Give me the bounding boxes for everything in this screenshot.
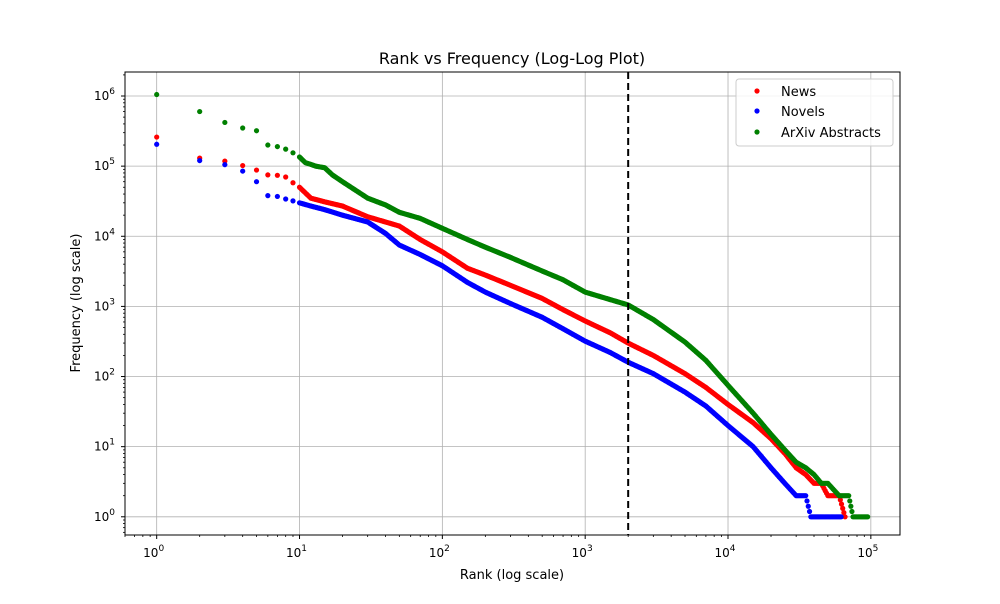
x-tick-label: 100 [143, 544, 164, 560]
data-point [253, 179, 260, 185]
legend-box [735, 78, 894, 147]
data-point [849, 508, 855, 515]
data-point [847, 498, 853, 504]
legend: News Novels ArXiv Abstracts [735, 78, 894, 147]
data-point [240, 168, 246, 174]
data-point [805, 503, 811, 509]
legend-label-novels: Novels [781, 105, 825, 120]
data-point [803, 493, 809, 499]
data-point [222, 119, 228, 126]
data-point [838, 514, 844, 520]
data-point [197, 157, 203, 164]
data-point [253, 167, 260, 173]
data-points [154, 91, 871, 520]
data-point [274, 193, 280, 200]
x-tick-label: 103 [572, 544, 593, 560]
data-point [265, 142, 271, 148]
x-tick-label: 102 [429, 544, 450, 560]
legend-marker-novels [754, 108, 760, 114]
series-news [154, 134, 848, 520]
data-point [842, 514, 848, 520]
chart-title: Rank vs Frequency (Log-Log Plot) [379, 49, 645, 68]
data-point [240, 125, 246, 131]
data-point [846, 493, 852, 499]
data-point [222, 158, 228, 164]
data-point [265, 193, 271, 199]
data-point [240, 162, 246, 169]
series-arxiv-abstracts [154, 91, 871, 520]
data-point [806, 508, 813, 515]
data-point [865, 514, 871, 520]
legend-marker-news [754, 88, 760, 94]
data-point [283, 146, 289, 152]
data-point [841, 509, 847, 516]
data-point [840, 505, 846, 511]
data-point [838, 501, 845, 507]
legend-label-arxiv: ArXiv Abstracts [781, 126, 881, 141]
data-point [290, 150, 296, 156]
axis-ticks: 100 101 102 103 104 105 100 101 102 103 104 105 106 [94, 74, 878, 560]
data-point [837, 497, 843, 503]
y-tick-label: 102 [94, 368, 115, 384]
x-axis-label: Rank (log scale) [460, 568, 564, 583]
data-point [154, 141, 160, 147]
data-point [804, 498, 810, 504]
data-point [265, 172, 271, 178]
y-tick-label: 101 [94, 438, 115, 454]
data-point [154, 91, 160, 98]
series-novels [154, 141, 844, 520]
plot-frame [124, 71, 901, 536]
data-point [222, 162, 228, 168]
x-tick-label: 105 [857, 544, 878, 560]
y-tick-label: 103 [94, 297, 115, 313]
legend-label-news: News [781, 85, 816, 100]
data-point [848, 503, 854, 509]
data-point [274, 172, 280, 178]
y-axis-label: Frequency (log scale) [69, 234, 84, 373]
data-point [274, 143, 280, 150]
y-tick-label: 106 [94, 87, 115, 103]
data-point [154, 134, 160, 140]
data-point [283, 196, 289, 202]
legend-marker-arxiv [754, 129, 760, 135]
x-tick-label: 104 [715, 544, 736, 560]
data-point [197, 108, 203, 115]
data-point [290, 198, 296, 204]
data-point [290, 180, 296, 186]
y-tick-label: 100 [94, 508, 115, 524]
data-point [283, 174, 289, 180]
x-tick-label: 101 [286, 544, 307, 560]
y-tick-label: 105 [94, 157, 115, 173]
y-tick-label: 104 [94, 227, 115, 243]
data-point [253, 128, 260, 134]
